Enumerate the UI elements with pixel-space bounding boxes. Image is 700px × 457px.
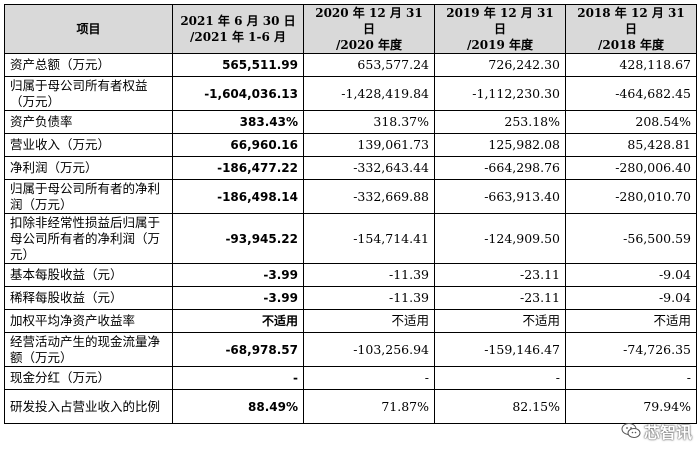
- row-label: 资产总额（万元）: [4, 53, 173, 77]
- cell-2021h1: -: [172, 366, 304, 390]
- row-label: 归属于母公司所有者的净利润（万元）: [4, 179, 173, 214]
- cell-2021h1: 不适用: [172, 309, 304, 333]
- row-adjusted-net-profit: 扣除非经常性损益后归属于母公司所有者的净利润（万元） -93,945.22 -1…: [4, 213, 697, 264]
- cell-2021h1: 383.43%: [172, 110, 304, 134]
- row-label: 资产负债率: [4, 110, 173, 134]
- cell-2020: 653,577.24: [303, 53, 435, 77]
- cell-2020: -332,643.44: [303, 156, 435, 180]
- cell-2018: 85,428.81: [565, 133, 697, 157]
- cell-2021h1: -3.99: [172, 286, 304, 310]
- cell-2019: 125,982.08: [434, 133, 566, 157]
- header-2019: 2019 年 12 月 31 日 /2019 年度: [434, 4, 566, 54]
- row-label: 营业收入（万元）: [4, 133, 173, 157]
- cell-2018: 不适用: [565, 309, 697, 333]
- cell-2021h1: -3.99: [172, 263, 304, 287]
- row-basic-eps: 基本每股收益（元） -3.99 -11.39 -23.11 -9.04: [4, 263, 697, 287]
- cell-2019: -1,112,230.30: [434, 76, 566, 111]
- row-debt-ratio: 资产负债率 383.43% 318.37% 253.18% 208.54%: [4, 110, 697, 134]
- cell-2021h1: -186,477.22: [172, 156, 304, 180]
- cell-2021h1: 88.49%: [172, 389, 304, 424]
- cell-2020: 139,061.73: [303, 133, 435, 157]
- cell-2019: -23.11: [434, 286, 566, 310]
- cell-2019: -159,146.47: [434, 332, 566, 367]
- cell-2020: -11.39: [303, 286, 435, 310]
- cell-2019: -23.11: [434, 263, 566, 287]
- row-label: 现金分红（万元）: [4, 366, 173, 390]
- cell-2020: -154,714.41: [303, 213, 435, 264]
- row-total-assets: 资产总额（万元） 565,511.99 653,577.24 726,242.3…: [4, 53, 697, 77]
- cell-2019: 不适用: [434, 309, 566, 333]
- header-2020: 2020 年 12 月 31 日 /2020 年度: [303, 4, 435, 54]
- cell-2018: -9.04: [565, 263, 697, 287]
- row-net-profit: 净利润（万元） -186,477.22 -332,643.44 -664,298…: [4, 156, 697, 180]
- row-label: 研发投入占营业收入的比例: [4, 389, 173, 424]
- row-parent-equity: 归属于母公司所有者权益（万元） -1,604,036.13 -1,428,419…: [4, 76, 697, 111]
- cell-2021h1: -68,978.57: [172, 332, 304, 367]
- cell-2018: -280,010.70: [565, 179, 697, 214]
- cell-2020: -1,428,419.84: [303, 76, 435, 111]
- header-row: 项目 2021 年 6 月 30 日 /2021 年 1-6 月 2020 年 …: [4, 4, 697, 54]
- watermark: 芯智讯: [621, 419, 692, 443]
- cell-2020: -: [303, 366, 435, 390]
- row-label: 扣除非经常性损益后归属于母公司所有者的净利润（万元）: [4, 213, 173, 264]
- cell-2021h1: -93,945.22: [172, 213, 304, 264]
- cell-2020: -332,669.88: [303, 179, 435, 214]
- cell-2018: 79.94%: [565, 389, 697, 424]
- cell-2018: -: [565, 366, 697, 390]
- cell-2019: -663,913.40: [434, 179, 566, 214]
- cell-2021h1: 66,960.16: [172, 133, 304, 157]
- cell-2019: -: [434, 366, 566, 390]
- row-label: 加权平均净资产收益率: [4, 309, 173, 333]
- cell-2021h1: 565,511.99: [172, 53, 304, 77]
- header-2019-line1: 2019 年 12 月 31 日: [446, 6, 554, 36]
- row-rd-ratio: 研发投入占营业收入的比例 88.49% 71.87% 82.15% 79.94%: [4, 389, 697, 424]
- row-parent-net-profit: 归属于母公司所有者的净利润（万元） -186,498.14 -332,669.8…: [4, 179, 697, 214]
- financial-data-table: 项目 2021 年 6 月 30 日 /2021 年 1-6 月 2020 年 …: [4, 4, 697, 424]
- cell-2019: 82.15%: [434, 389, 566, 424]
- cell-2018: 428,118.67: [565, 53, 697, 77]
- row-operating-cash-flow: 经营活动产生的现金流量净额（万元） -68,978.57 -103,256.94…: [4, 332, 697, 367]
- cell-2018: -280,006.40: [565, 156, 697, 180]
- row-revenue: 营业收入（万元） 66,960.16 139,061.73 125,982.08…: [4, 133, 697, 157]
- cell-2018: -9.04: [565, 286, 697, 310]
- wechat-icon: [621, 423, 641, 438]
- cell-2019: 253.18%: [434, 110, 566, 134]
- header-2018-line2: /2018 年度: [598, 38, 664, 52]
- cell-2018: -74,726.35: [565, 332, 697, 367]
- cell-2018: -464,682.45: [565, 76, 697, 111]
- header-2018-line1: 2018 年 12 月 31 日: [577, 6, 685, 36]
- header-2021h1: 2021 年 6 月 30 日 /2021 年 1-6 月: [172, 4, 304, 54]
- row-label: 稀释每股收益（元）: [4, 286, 173, 310]
- cell-2018: -56,500.59: [565, 213, 697, 264]
- header-2020-line1: 2020 年 12 月 31 日: [315, 6, 423, 36]
- row-label: 基本每股收益（元）: [4, 263, 173, 287]
- header-2018: 2018 年 12 月 31 日 /2018 年度: [565, 4, 697, 54]
- cell-2021h1: -186,498.14: [172, 179, 304, 214]
- header-2020-line2: /2020 年度: [336, 38, 402, 52]
- cell-2019: -664,298.76: [434, 156, 566, 180]
- row-label: 归属于母公司所有者权益（万元）: [4, 76, 173, 111]
- header-2021h1-line1: 2021 年 6 月 30 日: [180, 14, 296, 28]
- cell-2020: -103,256.94: [303, 332, 435, 367]
- header-item: 项目: [4, 4, 173, 54]
- header-2021h1-line2: /2021 年 1-6 月: [190, 30, 286, 44]
- cell-2019: 726,242.30: [434, 53, 566, 77]
- cell-2019: -124,909.50: [434, 213, 566, 264]
- row-label: 经营活动产生的现金流量净额（万元）: [4, 332, 173, 367]
- header-2019-line2: /2019 年度: [467, 38, 533, 52]
- cell-2020: 不适用: [303, 309, 435, 333]
- cell-2020: -11.39: [303, 263, 435, 287]
- cell-2018: 208.54%: [565, 110, 697, 134]
- row-weighted-roe: 加权平均净资产收益率 不适用 不适用 不适用 不适用: [4, 309, 697, 333]
- row-diluted-eps: 稀释每股收益（元） -3.99 -11.39 -23.11 -9.04: [4, 286, 697, 310]
- cell-2020: 318.37%: [303, 110, 435, 134]
- row-cash-dividend: 现金分红（万元） - - - -: [4, 366, 697, 390]
- watermark-text: 芯智讯: [643, 423, 692, 442]
- cell-2021h1: -1,604,036.13: [172, 76, 304, 111]
- row-label: 净利润（万元）: [4, 156, 173, 180]
- cell-2020: 71.87%: [303, 389, 435, 424]
